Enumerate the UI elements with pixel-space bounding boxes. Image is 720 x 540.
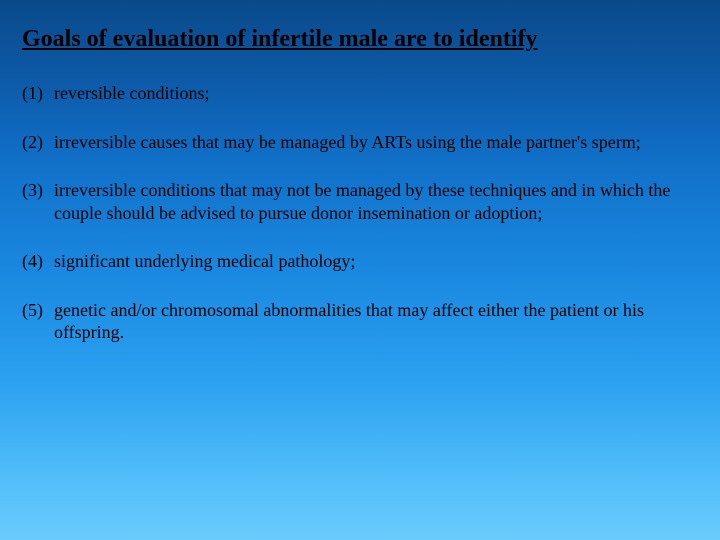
goal-list: (1) reversible conditions; (2) irreversi… [22, 82, 698, 344]
list-item: (3) irreversible conditions that may not… [22, 179, 698, 224]
list-item-number: (3) [22, 179, 54, 224]
list-item: (4) significant underlying medical patho… [22, 250, 698, 273]
list-item-text: irreversible conditions that may not be … [54, 179, 698, 224]
list-item: (2) irreversible causes that may be mana… [22, 131, 698, 154]
slide-title: Goals of evaluation of infertile male ar… [22, 24, 698, 54]
list-item-text: reversible conditions; [54, 82, 698, 105]
list-item-text: genetic and/or chromosomal abnormalities… [54, 299, 698, 344]
list-item-text: significant underlying medical pathology… [54, 250, 698, 273]
list-item-number: (4) [22, 250, 54, 273]
list-item-text: irreversible causes that may be managed … [54, 131, 698, 154]
list-item-number: (5) [22, 299, 54, 344]
slide: Goals of evaluation of infertile male ar… [0, 0, 720, 540]
list-item-number: (1) [22, 82, 54, 105]
list-item: (1) reversible conditions; [22, 82, 698, 105]
list-item-number: (2) [22, 131, 54, 154]
list-item: (5) genetic and/or chromosomal abnormali… [22, 299, 698, 344]
